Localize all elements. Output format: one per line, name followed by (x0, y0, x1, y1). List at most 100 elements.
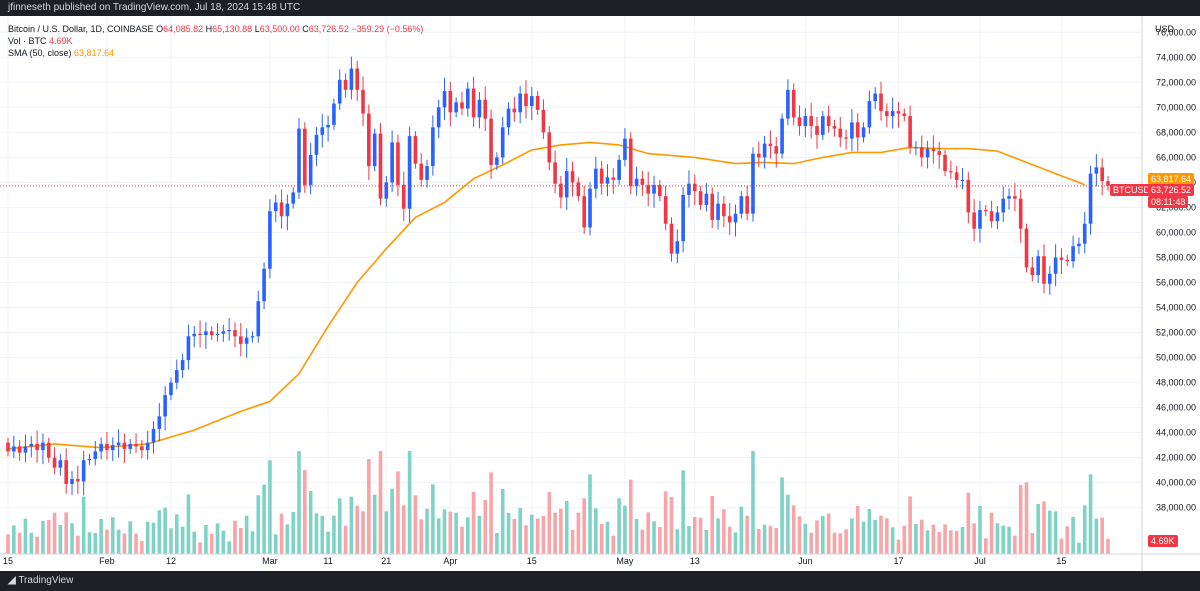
volume-bar (943, 524, 947, 554)
candle (1059, 248, 1064, 274)
candle-body (140, 446, 144, 451)
volume-bar (186, 494, 191, 554)
candle (1018, 189, 1023, 243)
volume-bar (297, 451, 301, 554)
volume-bar (471, 491, 476, 554)
candle-body (23, 446, 28, 453)
candle (861, 122, 866, 143)
y-tick-label: 76,000.00 (1156, 27, 1196, 37)
publish-bar: jfinneseth published on TradingView.com,… (0, 0, 1200, 16)
volume-bar (716, 518, 720, 554)
candle-body (29, 443, 34, 447)
volume-bar (355, 505, 360, 554)
volume-bar (64, 512, 69, 554)
symbol-tag: BTCUSD (1110, 183, 1154, 196)
candle (704, 183, 709, 212)
grid (0, 16, 1142, 554)
volume-bar (553, 512, 557, 554)
candle (64, 448, 69, 494)
candle (52, 447, 57, 475)
legend-symbol-row: Bitcoin / U.S. Dollar, 1D, COINBASE O64,… (8, 23, 423, 35)
candle-body (704, 193, 709, 205)
candle (384, 176, 389, 207)
volume-bar (122, 533, 127, 554)
tradingview-logo-icon[interactable]: ◢ (8, 575, 16, 586)
volume-bar (826, 513, 831, 554)
volume-bar (12, 525, 16, 554)
candle-body (1047, 273, 1052, 284)
volume-bar (908, 496, 912, 554)
candle-body (774, 146, 779, 154)
candle (570, 162, 575, 197)
volume-bar (99, 519, 103, 554)
candle-body (81, 460, 86, 482)
candle-body (163, 395, 167, 417)
candle (745, 185, 749, 221)
volume-bar (547, 492, 552, 554)
volume-bar (250, 531, 255, 554)
candle (588, 182, 592, 236)
volume-bar (320, 516, 325, 554)
candle (943, 149, 947, 177)
candle (821, 111, 825, 140)
candle (716, 191, 720, 230)
candle-body (873, 93, 877, 102)
footer-bar: ◢ TradingView (0, 571, 1200, 591)
candle-body (815, 126, 819, 135)
candle-body (960, 179, 965, 181)
countdown-tag: 08:11:48 (1148, 195, 1189, 208)
y-tick-label: 74,000.00 (1156, 52, 1196, 62)
volume-bar (209, 534, 214, 554)
volume-bar (477, 515, 482, 554)
candle (855, 113, 860, 152)
candle-body (564, 171, 569, 198)
candle (46, 437, 51, 463)
candle (937, 141, 942, 169)
candle-body (1071, 246, 1075, 262)
candle (303, 122, 307, 193)
candle-body (541, 109, 546, 133)
chart-area[interactable]: 38,000.00 40,000.00 42,000.00 44,000.00 46,0… (0, 16, 1200, 571)
candle (308, 142, 313, 195)
legend: Bitcoin / U.S. Dollar, 1D, COINBASE O64,… (8, 23, 423, 59)
price-chart[interactable]: 38,000.00 40,000.00 42,000.00 44,000.00 46,0… (0, 16, 1200, 571)
x-tick-label: Apr (443, 556, 457, 566)
volume-bar (762, 524, 767, 554)
candle-body (93, 451, 98, 459)
legend-open-label: O (156, 24, 164, 34)
candle-body (768, 143, 773, 147)
volume-bar (407, 451, 412, 554)
candle-body (722, 203, 726, 217)
candle-body (1001, 198, 1006, 213)
legend-change: −359.29 (−0.56%) (351, 24, 424, 34)
candle-body (454, 102, 458, 113)
candle (500, 116, 505, 164)
candle-body (401, 184, 406, 209)
volume-bar (821, 516, 825, 554)
volume-bar (500, 489, 505, 554)
candle (1024, 223, 1029, 273)
candle (157, 403, 162, 442)
candle-body (233, 330, 237, 337)
legend-vol-value: 4.69K (49, 36, 73, 46)
candle-body (303, 128, 307, 185)
candle-body (390, 142, 394, 183)
candle-body (442, 91, 447, 108)
candle-body (698, 191, 703, 205)
y-tick-label: 58,000.00 (1156, 252, 1196, 262)
volume-bar (431, 484, 435, 554)
volume-bar (972, 523, 976, 554)
candle (599, 160, 604, 195)
candle-body (669, 223, 674, 254)
candle-body (157, 416, 162, 429)
volume-bar (105, 529, 109, 554)
volume-bar (52, 512, 57, 554)
volume-bar (594, 508, 598, 554)
volume-bar (890, 527, 895, 554)
candle-body (279, 202, 284, 217)
candle (954, 166, 959, 188)
candle-body (530, 96, 534, 107)
candle (180, 353, 185, 379)
candle-body (890, 111, 895, 117)
volume-bar (262, 484, 266, 554)
